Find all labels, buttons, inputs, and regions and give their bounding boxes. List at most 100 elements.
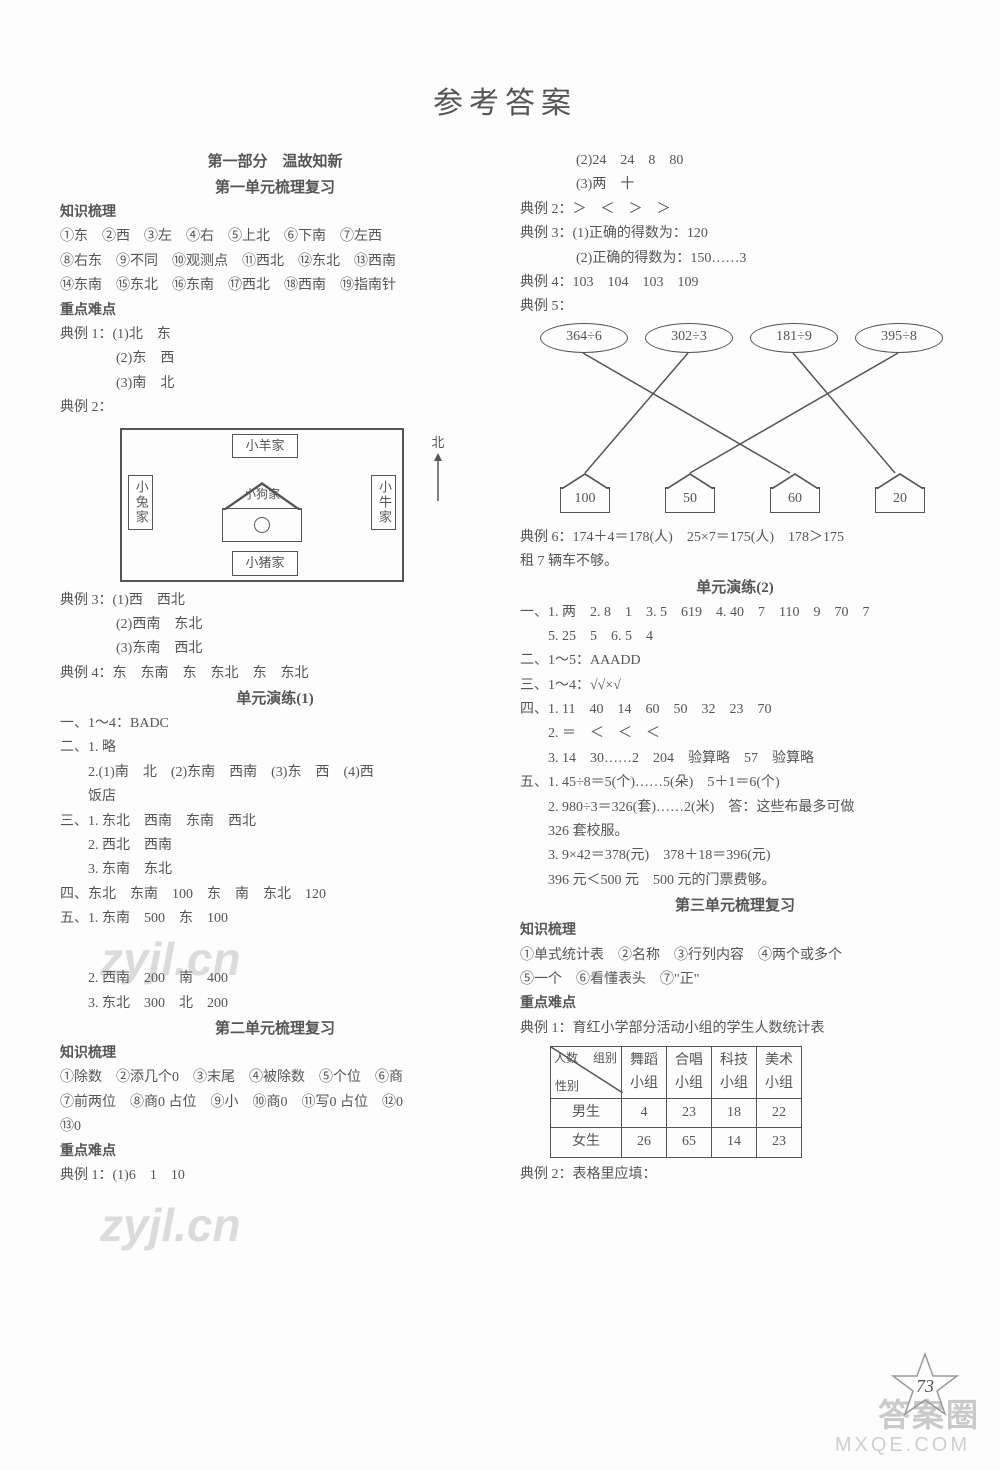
col-header: 舞蹈 小组 (622, 1047, 667, 1099)
row-label: 男生 (551, 1098, 622, 1127)
table-row: 女生 26 65 14 23 (551, 1128, 802, 1157)
d1-q5-1: 五、1. 东南 500 东 100 (60, 908, 490, 930)
d2-q5-3: 3. 9×42＝378(元) 378＋18＝396(元) (520, 845, 950, 867)
d1-q3-2: 2. 西北 西南 (60, 835, 490, 857)
house-diagram: 小羊家 小兔家 小牛家 小狗家 小猪家 北 (120, 428, 420, 582)
d2-q3: 三、1～4：√√×√ (520, 675, 950, 697)
knowledge-label2: 知识梳理 (60, 1043, 490, 1065)
d2-q4-3: 3. 14 30……2 204 验算略 57 验算略 (520, 748, 950, 770)
house-left: 小兔家 (128, 475, 153, 530)
d2-q2: 二、1～5：AAADD (520, 650, 950, 672)
r-ex2-tbl: 典例 2：表格里应填： (520, 1164, 950, 1186)
knowledge-line: ⑭东南 ⑮东北 ⑯东南 ⑰西北 ⑱西南 ⑲指南针 (60, 275, 490, 297)
ex1-1: 典例 1：(1)北 东 (60, 324, 490, 346)
cell: 23 (757, 1128, 802, 1157)
ex4: 典例 4：东 东南 东 东北 东 东北 (60, 663, 490, 685)
knowledge2-line: ①除数 ②添几个0 ③末尾 ④被除数 ⑤个位 ⑥商 (60, 1067, 490, 1089)
knowledge-line: ①东 ②西 ③左 ④右 ⑤上北 ⑥下南 ⑦左西 (60, 226, 490, 248)
d2-q5-3b: 396 元＜500 元 500 元的门票费够。 (520, 870, 950, 892)
d2-q1-2: 5. 25 5 6. 5 4 (520, 626, 950, 648)
knowledge-label: 知识梳理 (60, 202, 490, 224)
cell: 65 (667, 1128, 712, 1157)
table-row: 男生 4 23 18 22 (551, 1098, 802, 1127)
house-target: 100 (560, 473, 610, 513)
d2-q5-2: 2. 980÷3＝326(套)……2(米) 答：这些布最多可做 (520, 797, 950, 819)
d1-q2-2: 2.(1)南 北 (2)东南 西南 (3)东 西 (4)西 (60, 762, 490, 784)
house-center: 小狗家 (222, 485, 302, 542)
d2-q1-1: 一、1. 两 2. 8 1 3. 5 619 4. 40 7 110 9 70 … (520, 602, 950, 624)
r-top-1: (2)24 24 8 80 (520, 150, 950, 172)
ex2-1: 典例 1：(1)6 1 10 (60, 1165, 490, 1187)
right-column: (2)24 24 8 80 (3)两 十 典例 2：＞ ＜ ＞ ＞ 典例 3：(… (520, 148, 950, 1233)
unit1-header: 第一单元梳理复习 (60, 176, 490, 200)
d1-q3-3: 3. 东南 东北 (60, 859, 490, 881)
r-ex2: 典例 2：＞ ＜ ＞ ＞ (520, 199, 950, 221)
r-top-2: (3)两 十 (520, 174, 950, 196)
connection-diagram: 364÷6 302÷3 181÷9 395÷8 100 50 60 20 (530, 323, 950, 523)
left-column: 第一部分 温故知新 第一单元梳理复习 知识梳理 ①东 ②西 ③左 ④右 ⑤上北 … (60, 148, 490, 1233)
d1-q1: 一、1～4：BADC (60, 713, 490, 735)
part1-header: 第一部分 温故知新 (60, 150, 490, 174)
col-header: 科技 小组 (712, 1047, 757, 1099)
page-title: 参考答案 (60, 80, 950, 128)
cell: 22 (757, 1098, 802, 1127)
diag-header: 人数 组别 性别 (551, 1047, 622, 1099)
d1-q3-1: 三、1. 东北 西南 东南 西北 (60, 811, 490, 833)
drill1-header: 单元演练(1) (60, 687, 490, 711)
north-indicator: 北 (431, 433, 445, 504)
zhongdian-label2: 重点难点 (60, 1141, 490, 1163)
house-top: 小羊家 (232, 434, 298, 459)
footer-watermark: MXQE.COM (835, 1429, 970, 1461)
cell: 23 (667, 1098, 712, 1127)
knowledge2-line: ⑬0 (60, 1116, 490, 1138)
stats-table: 人数 组别 性别 舞蹈 小组 合唱 小组 科技 小组 美术 小组 男生 4 23… (550, 1046, 802, 1158)
cell: 18 (712, 1098, 757, 1127)
knowledge-label3: 知识梳理 (520, 920, 950, 942)
table-ex1-label: 典例 1：育红小学部分活动小组的学生人数统计表 (520, 1018, 950, 1040)
r-ex5-label: 典例 5： (520, 299, 573, 314)
d1-q4: 四、东北 东南 100 东 南 东北 120 (60, 884, 490, 906)
ex3-1: 典例 3：(1)西 西北 (60, 590, 490, 612)
cell: 14 (712, 1128, 757, 1157)
row-label: 女生 (551, 1128, 622, 1157)
d1-q2h: 二、1. 略 (60, 737, 490, 759)
d2-q4-2: 2. ＝ ＜ ＜ ＜ (520, 723, 950, 745)
knowledge3-line: ①单式统计表 ②名称 ③行列内容 ④两个或多个 (520, 945, 950, 967)
ex1-2: (2)东 西 (60, 348, 490, 370)
ex1-3: (3)南 北 (60, 373, 490, 395)
d2-q4-1: 四、1. 11 40 14 60 50 32 23 70 (520, 699, 950, 721)
d1-q5-3: 3. 东北 300 北 200 (60, 993, 490, 1015)
page: 参考答案 第一部分 温故知新 第一单元梳理复习 知识梳理 ①东 ②西 ③左 ④右… (0, 0, 1000, 1471)
knowledge3-line: ⑤一个 ⑥看懂表头 ⑦"正" (520, 969, 950, 991)
ex3-3: (3)东南 西北 (60, 638, 490, 660)
r-ex6-2: 租 7 辆车不够。 (520, 551, 950, 573)
ex3-2: (2)西南 东北 (60, 614, 490, 636)
col-header: 美术 小组 (757, 1047, 802, 1099)
unit3-header: 第三单元梳理复习 (520, 894, 950, 918)
cell: 4 (622, 1098, 667, 1127)
knowledge2-line: ⑦前两位 ⑧商0 占位 ⑨小 ⑩商0 ⑪写0 占位 ⑫0 (60, 1092, 490, 1114)
zhongdian-label3: 重点难点 (520, 993, 950, 1015)
knowledge-line: ⑧右东 ⑨不同 ⑩观测点 ⑪西北 ⑫东北 ⑬西南 (60, 251, 490, 273)
unit2-header: 第二单元梳理复习 (60, 1017, 490, 1041)
house-target: 20 (875, 473, 925, 513)
house-right: 小牛家 (371, 475, 396, 530)
columns: 第一部分 温故知新 第一单元梳理复习 知识梳理 ①东 ②西 ③左 ④右 ⑤上北 … (60, 148, 950, 1233)
col-header: 合唱 小组 (667, 1047, 712, 1099)
r-ex6-1: 典例 6：174＋4＝178(人) 25×7＝175(人) 178＞175 (520, 527, 950, 549)
d2-q5-1: 五、1. 45÷8＝5(个)……5(朵) 5＋1＝6(个) (520, 772, 950, 794)
drill2-header: 单元演练(2) (520, 576, 950, 600)
r-ex4: 典例 4：103 104 103 109 (520, 272, 950, 294)
zhongdian-label: 重点难点 (60, 300, 490, 322)
cell: 26 (622, 1128, 667, 1157)
d2-q5-2b: 326 套校服。 (520, 821, 950, 843)
r-ex3-1: 典例 3：(1)正确的得数为：120 (520, 223, 950, 245)
d1-q2-2b: 饭店 (60, 786, 490, 808)
r-ex3-2: (2)正确的得数为：150……3 (520, 248, 950, 270)
d1-q5-2: 2. 西南 200 南 400 (60, 968, 490, 990)
ex2-label: 典例 2： (60, 397, 490, 419)
house-target: 50 (665, 473, 715, 513)
watermark: zyjl.cn (100, 1189, 490, 1263)
house-bottom: 小猪家 (232, 551, 298, 576)
table-row: 人数 组别 性别 舞蹈 小组 合唱 小组 科技 小组 美术 小组 (551, 1047, 802, 1099)
